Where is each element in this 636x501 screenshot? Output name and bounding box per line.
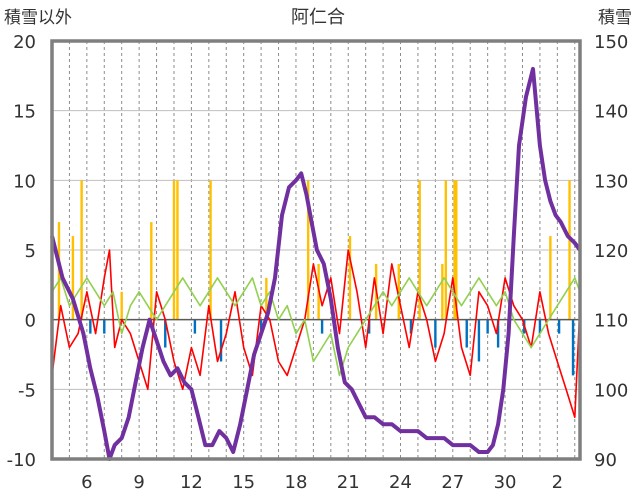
bar <box>150 222 153 320</box>
bar <box>418 180 421 320</box>
left-tick-label: 10 <box>13 171 36 192</box>
right-tick-label: 150 <box>594 32 628 53</box>
snow-depth-line <box>50 66 582 461</box>
bar <box>367 319 371 334</box>
bar <box>486 319 489 334</box>
bar <box>306 180 310 320</box>
plot-area <box>50 66 582 461</box>
bar <box>455 180 458 320</box>
x-tick-label: 30 <box>494 472 517 493</box>
bar <box>409 319 413 334</box>
bar <box>164 319 167 348</box>
x-tick-label: 6 <box>81 472 92 493</box>
bar <box>209 180 212 320</box>
bar <box>193 319 197 334</box>
left-tick-label: 20 <box>13 32 36 53</box>
bar <box>441 263 444 320</box>
bar <box>444 180 448 320</box>
bar <box>397 263 400 320</box>
right-tick-label: 100 <box>594 380 628 401</box>
axes: -10 90 -5 100 0 110 5 120 10 130 15 140 20 150 6 9 12 15 1… <box>7 32 629 493</box>
bar <box>103 319 106 334</box>
bar <box>568 180 571 320</box>
x-tick-label: 15 <box>232 472 255 493</box>
right-tick-label: 110 <box>594 311 628 332</box>
right-tick-label: 120 <box>594 241 628 262</box>
x-tick-label: 18 <box>285 472 308 493</box>
x-tick-label: 27 <box>441 472 464 493</box>
right-tick-label: 130 <box>594 171 628 192</box>
bar <box>557 319 561 334</box>
left-tick-label: -5 <box>18 380 36 401</box>
bar <box>176 180 179 320</box>
bar <box>348 236 352 320</box>
left-tick-label: 15 <box>13 102 36 123</box>
bar <box>80 180 83 320</box>
bar <box>172 180 176 320</box>
bar <box>571 319 575 376</box>
bar <box>465 319 468 348</box>
chart-title: 阿仁合 <box>291 7 345 28</box>
bar <box>434 319 437 348</box>
bar <box>71 236 75 320</box>
bar <box>320 319 324 334</box>
bar <box>219 319 223 362</box>
x-tick-label: 24 <box>389 472 412 493</box>
bar <box>549 236 552 320</box>
series-line <box>51 277 581 377</box>
bar <box>453 180 456 320</box>
bar <box>89 319 92 334</box>
x-tick-label: 9 <box>133 472 144 493</box>
right-axis-label: 積雪 <box>598 8 632 28</box>
x-tick-label: 21 <box>337 472 360 493</box>
bar <box>477 319 481 362</box>
bar <box>120 291 123 320</box>
left-tick-label: 5 <box>25 241 36 262</box>
right-tick-label: 140 <box>594 102 628 123</box>
left-axis-label: 積雪以外 <box>4 8 72 28</box>
bar <box>496 319 500 348</box>
x-tick-label: 2 <box>552 472 563 493</box>
left-tick-label: 0 <box>25 311 36 332</box>
series-line <box>51 249 581 419</box>
bar <box>259 319 263 334</box>
plot-frame <box>50 39 582 461</box>
bar <box>538 319 542 334</box>
x-tick-label: 12 <box>180 472 203 493</box>
right-tick-label: 90 <box>594 450 617 471</box>
left-tick-label: -10 <box>7 450 36 471</box>
